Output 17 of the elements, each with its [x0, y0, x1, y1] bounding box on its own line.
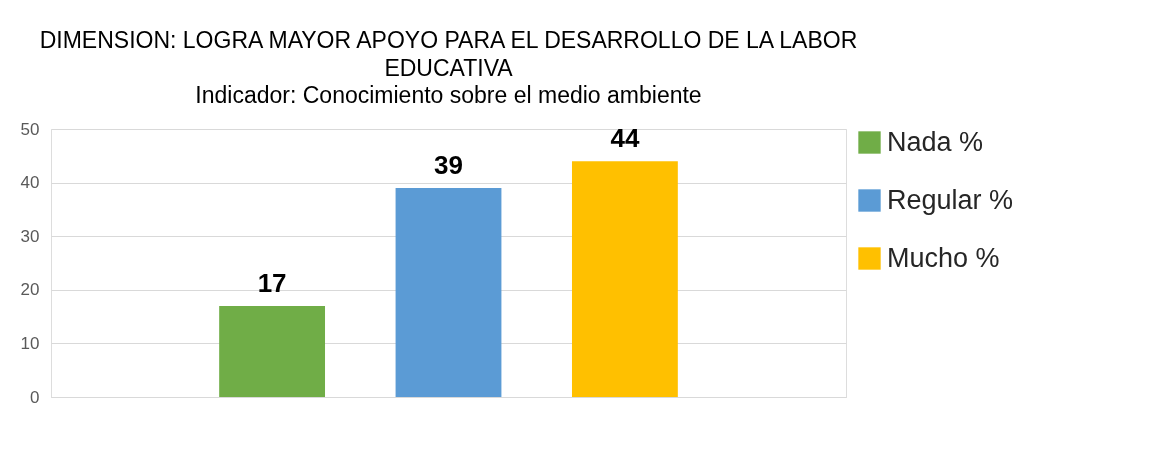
data-label: 39 — [434, 149, 463, 180]
data-label: 44 — [610, 123, 640, 154]
data-label: 17 — [257, 267, 287, 298]
bar — [219, 305, 326, 397]
y-tick-label: 0 — [30, 387, 40, 407]
y-tick-label: 40 — [20, 173, 40, 193]
chart-subtitle: Indicador: Conocimiento sobre el medio ambiente — [195, 82, 702, 108]
y-tick-label: 20 — [20, 280, 40, 300]
y-tick-label: 10 — [20, 333, 40, 353]
bar — [571, 161, 678, 397]
legend-label: Mucho % — [887, 242, 1000, 273]
legend-label: Regular % — [887, 184, 1014, 215]
chart-title: DIMENSION: LOGRA MAYOR APOYO PARA EL DESARROLLO DE LA LABOR EDUCATIVA — [39, 27, 858, 81]
bar — [395, 187, 502, 397]
y-tick-label: 30 — [20, 226, 40, 246]
legend-label: Nada % — [887, 126, 984, 157]
y-tick-label: 50 — [20, 119, 40, 139]
